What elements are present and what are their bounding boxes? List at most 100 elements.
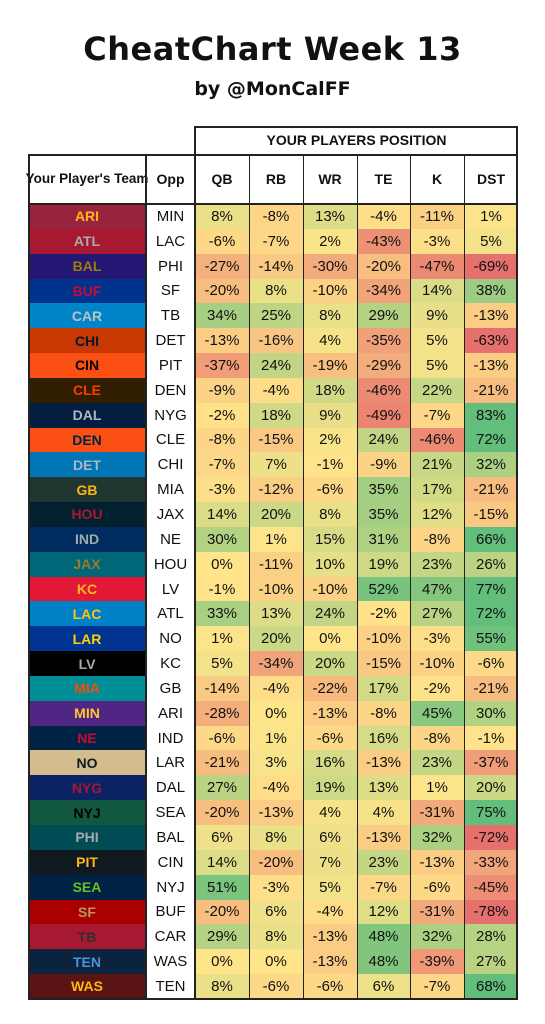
position-divider (248, 154, 250, 999)
team-cell-ari: ARI (28, 204, 146, 229)
opp-cell: JAX (156, 505, 185, 523)
team-cell-lac: LAC (28, 601, 146, 627)
value-cell-nyg-te: 13% (357, 775, 410, 801)
value-cell-kc-rb: -10% (249, 576, 303, 602)
value-cell-chi-te: -35% (357, 328, 410, 354)
value-cell-phi-rb: 8% (249, 825, 303, 850)
opp-cell: ARI (157, 704, 183, 722)
value-cell-chi-wr: 4% (303, 328, 357, 354)
team-cell-chi: CHI (28, 328, 146, 354)
team-cell-den: DEN (28, 427, 146, 453)
opp-cell: NE (160, 530, 181, 548)
value-cell-ten-rb: 0% (249, 949, 303, 975)
value-cell-den-k: -46% (410, 427, 464, 453)
team-cell-pit: PIT (28, 849, 146, 875)
value-cell-gb-te: 35% (357, 477, 410, 503)
value-cell-lv-k: -10% (410, 651, 464, 676)
value-cell-nyj-dst: 75% (464, 800, 518, 825)
value-cell-lac-dst: 72% (464, 601, 518, 627)
value-cell-chi-dst: -63% (464, 328, 518, 354)
value-cell-buf-te: -34% (357, 278, 410, 304)
value-cell-hou-qb: 14% (195, 502, 249, 527)
group-header-your-players-position: YOUR PLAYERS POSITION (266, 132, 447, 148)
value-cell-chi-qb: -13% (195, 328, 249, 354)
group-top-border (195, 126, 518, 128)
header-position-rb: RB (265, 171, 287, 187)
value-cell-mia-rb: -4% (249, 675, 303, 701)
header-position-te: TE (374, 171, 393, 187)
value-cell-lar-rb: 20% (249, 626, 303, 652)
value-cell-cle-k: 22% (410, 377, 464, 403)
value-cell-ind-qb: 30% (195, 526, 249, 552)
value-cell-hou-te: 35% (357, 502, 410, 527)
value-cell-bal-te: -20% (357, 253, 410, 279)
value-cell-phi-k: 32% (410, 825, 464, 850)
value-cell-lac-te: -2% (357, 601, 410, 627)
value-cell-nyg-dst: 20% (464, 775, 518, 801)
value-cell-pit-dst: -33% (464, 849, 518, 875)
team-cell-ten: TEN (28, 949, 146, 975)
value-cell-lv-rb: -34% (249, 651, 303, 676)
value-cell-sf-te: 12% (357, 899, 410, 925)
value-cell-sea-te: -7% (357, 874, 410, 900)
value-cell-nyg-qb: 27% (195, 775, 249, 801)
value-cell-no-wr: 16% (303, 750, 357, 776)
team-cell-nyj: NYJ (28, 800, 146, 825)
value-cell-hou-dst: -15% (464, 502, 518, 527)
value-cell-sea-dst: -45% (464, 874, 518, 900)
value-cell-lv-dst: -6% (464, 651, 518, 676)
value-cell-nyj-wr: 4% (303, 800, 357, 825)
value-cell-bal-k: -47% (410, 253, 464, 279)
value-cell-hou-rb: 20% (249, 502, 303, 527)
value-cell-den-qb: -8% (195, 427, 249, 453)
value-cell-ind-k: -8% (410, 526, 464, 552)
team-cell-car: CAR (28, 303, 146, 329)
opp-cell: CLE (155, 431, 186, 449)
value-cell-kc-te: 52% (357, 576, 410, 602)
opp-cell: NO (159, 630, 182, 648)
value-cell-cle-rb: -4% (249, 377, 303, 403)
opp-cell: CIN (157, 853, 184, 871)
value-cell-ne-k: -8% (410, 725, 464, 751)
value-cell-lar-qb: 1% (195, 626, 249, 652)
value-cell-dal-rb: 18% (249, 402, 303, 428)
value-cell-min-qb: -28% (195, 700, 249, 726)
value-cell-lar-te: -10% (357, 626, 410, 652)
team-cell-dal: DAL (28, 402, 146, 428)
value-cell-mia-qb: -14% (195, 675, 249, 701)
header-position-qb: QB (211, 171, 233, 187)
value-cell-mia-k: -2% (410, 675, 464, 701)
value-cell-pit-rb: -20% (249, 849, 303, 875)
value-cell-dal-k: -7% (410, 402, 464, 428)
value-cell-sf-rb: 6% (249, 899, 303, 925)
value-cell-ten-qb: 0% (195, 949, 249, 975)
value-cell-dal-wr: 9% (303, 402, 357, 428)
header-your-players-team: Your Player's Team (25, 170, 149, 186)
team-cell-lar: LAR (28, 626, 146, 652)
value-cell-gb-rb: -12% (249, 477, 303, 503)
value-cell-nyj-k: -31% (410, 800, 464, 825)
value-cell-tb-dst: 28% (464, 924, 518, 950)
value-cell-lar-dst: 55% (464, 626, 518, 652)
value-cell-lac-wr: 24% (303, 601, 357, 627)
value-cell-no-k: 23% (410, 750, 464, 776)
value-cell-cin-qb: -37% (195, 353, 249, 378)
opp-cell: IND (157, 729, 184, 747)
value-cell-lv-wr: 20% (303, 651, 357, 676)
value-cell-lv-qb: 5% (195, 651, 249, 676)
team-cell-atl: ATL (28, 228, 146, 254)
value-cell-buf-k: 14% (410, 278, 464, 304)
header-top-border (28, 154, 518, 156)
team-cell-ind: IND (28, 526, 146, 552)
value-cell-gb-dst: -21% (464, 477, 518, 503)
chart-subtitle: by @MonCalFF (194, 78, 351, 100)
value-cell-bal-qb: -27% (195, 253, 249, 279)
table-bottom-border (28, 997, 518, 1000)
team-cell-hou: HOU (28, 502, 146, 527)
value-cell-den-wr: 2% (303, 427, 357, 453)
opp-cell: DEN (154, 381, 187, 399)
value-cell-mia-dst: -21% (464, 675, 518, 701)
value-cell-det-rb: 7% (249, 452, 303, 478)
value-cell-den-te: 24% (357, 427, 410, 453)
position-divider (302, 154, 304, 999)
